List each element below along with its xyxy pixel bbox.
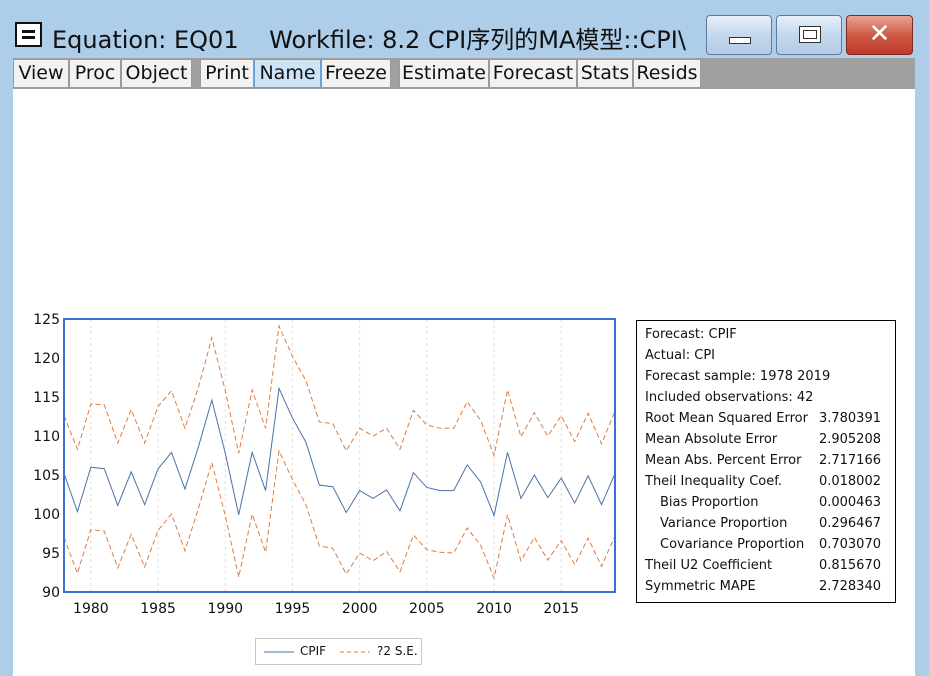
freeze-button[interactable]: Freeze (321, 59, 391, 88)
window-title: Equation: EQ01 Workfile: 8.2 CPI序列的MA模型:… (52, 26, 686, 54)
toolbar: View Proc Object Print Name Freeze Estim… (13, 58, 915, 89)
y-tick-label: 115 (33, 390, 60, 406)
window-border-right (915, 89, 929, 676)
series-se-lower (63, 449, 616, 580)
close-button[interactable]: ✕ (846, 15, 913, 55)
y-tick-label: 95 (42, 546, 60, 562)
y-axis: 90 95 100 105 110 115 120 125 (33, 312, 60, 601)
stat-value: 3.780391 (818, 411, 881, 426)
series-se-upper (63, 324, 616, 458)
stat-label: Theil U2 Coefficient (645, 558, 773, 573)
stat-value: 2.717166 (818, 453, 881, 468)
maximize-button[interactable] (776, 15, 842, 55)
stat-row: Mean Absolute Error 2.905208 (645, 432, 881, 452)
stats-button[interactable]: Stats (577, 59, 633, 88)
object-button[interactable]: Object (121, 59, 192, 88)
window-menu-icon[interactable] (15, 22, 42, 47)
stat-row: Root Mean Squared Error 3.780391 (645, 411, 881, 431)
stat-row: Actual: CPI (645, 348, 881, 368)
stat-row: Covariance Proportion 0.703070 (645, 537, 881, 557)
x-tick-label: 1995 (275, 601, 311, 617)
y-tick-label: 125 (33, 312, 60, 328)
y-tick-label: 120 (33, 351, 60, 367)
forecast-button[interactable]: Forecast (489, 59, 577, 88)
stat-value: 2.905208 (818, 432, 881, 447)
series-cpif (63, 386, 616, 518)
stat-label: Forecast: CPIF (645, 327, 737, 342)
stat-value: 0.703070 (818, 537, 881, 552)
chart-series (63, 324, 616, 580)
stat-label: Mean Absolute Error (645, 432, 778, 447)
maximize-icon (799, 26, 821, 43)
forecast-statistics-box: Forecast: CPIF Actual: CPI Forecast sample… (636, 320, 896, 603)
stat-row: Theil Inequality Coef. 0.018002 (645, 474, 881, 494)
x-tick-label: 1985 (140, 601, 176, 617)
estimate-button[interactable]: Estimate (399, 59, 489, 88)
x-tick-label: 2000 (342, 601, 378, 617)
title-bar[interactable]: Equation: EQ01 Workfile: 8.2 CPI序列的MA模型:… (0, 0, 929, 58)
y-tick-label: 100 (33, 507, 60, 523)
stat-value: 0.018002 (818, 474, 881, 489)
legend-label-cpif: CPIF (300, 644, 327, 658)
y-tick-label: 110 (33, 429, 60, 445)
plot-frame[interactable] (63, 318, 616, 593)
chart-grid (90, 319, 562, 592)
stat-row: Theil U2 Coefficient 0.815670 (645, 558, 881, 578)
proc-button[interactable]: Proc (69, 59, 121, 88)
stat-value: 0.000463 (818, 495, 881, 510)
minimize-icon (729, 37, 751, 44)
stat-label: Actual: CPI (645, 348, 715, 363)
y-tick-label: 105 (33, 468, 60, 484)
minimize-button[interactable] (706, 15, 772, 55)
close-icon: ✕ (868, 19, 891, 49)
stat-row: Included observations: 42 (645, 390, 881, 410)
x-tick-label: 1990 (207, 601, 243, 617)
name-button[interactable]: Name (254, 59, 321, 88)
x-axis: 1980 1985 1990 1995 2000 2005 2010 2015 (73, 601, 579, 617)
stat-label: Bias Proportion (660, 495, 759, 510)
stat-row: Mean Abs. Percent Error 2.717166 (645, 453, 881, 473)
stat-value: 0.815670 (818, 558, 881, 573)
chart-legend: CPIF ?2 S.E. (255, 638, 422, 665)
stat-row: Variance Proportion 0.296467 (645, 516, 881, 536)
stat-label: Symmetric MAPE (645, 579, 756, 594)
stat-label: Root Mean Squared Error (645, 411, 808, 426)
legend-label-se: ?2 S.E. (377, 644, 418, 658)
view-button[interactable]: View (13, 59, 69, 88)
stat-value: 2.728340 (818, 579, 881, 594)
stat-label: Forecast sample: 1978 2019 (645, 369, 831, 384)
x-tick-label: 2015 (543, 601, 579, 617)
stat-value: 0.296467 (818, 516, 881, 531)
x-tick-label: 2010 (476, 601, 512, 617)
stat-row: Forecast: CPIF (645, 327, 881, 347)
stat-row: Bias Proportion 0.000463 (645, 495, 881, 515)
stat-label: Variance Proportion (660, 516, 788, 531)
stat-row: Symmetric MAPE 2.728340 (645, 579, 881, 599)
x-tick-label: 2005 (409, 601, 445, 617)
print-button[interactable]: Print (200, 59, 254, 88)
stat-label: Covariance Proportion (660, 537, 805, 552)
stat-label: Theil Inequality Coef. (645, 474, 783, 489)
stat-row: Forecast sample: 1978 2019 (645, 369, 881, 389)
stat-label: Mean Abs. Percent Error (645, 453, 802, 468)
y-tick-label: 90 (42, 585, 60, 601)
legend-swatches (264, 651, 370, 653)
x-tick-label: 1980 (73, 601, 109, 617)
resids-button[interactable]: Resids (633, 59, 701, 88)
stat-label: Included observations: 42 (645, 390, 814, 405)
